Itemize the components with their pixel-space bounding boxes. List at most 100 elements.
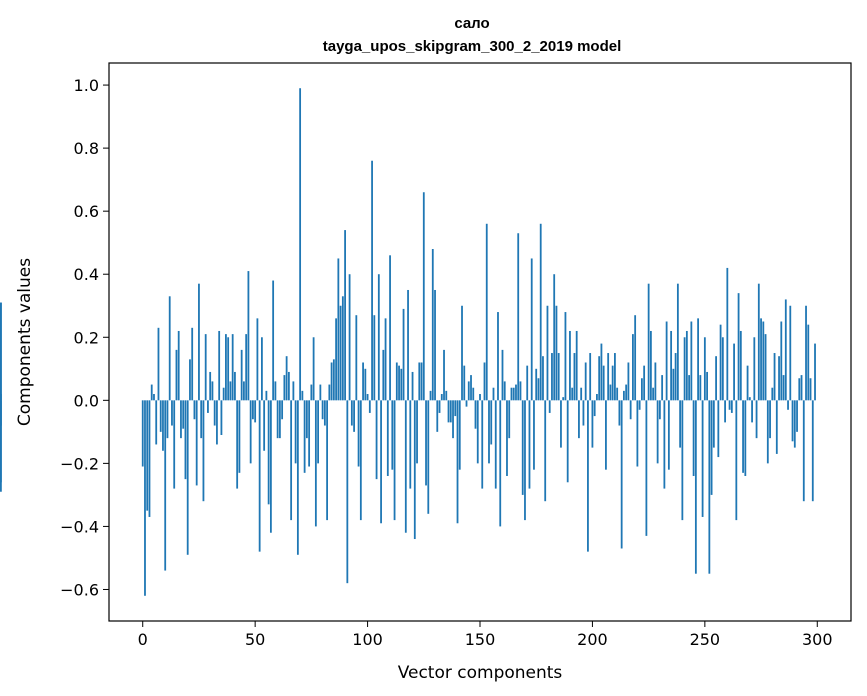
bar [744,400,747,476]
bar [353,400,355,432]
bar [425,400,427,486]
bar [213,400,216,426]
bar [422,192,425,401]
bar [456,400,459,524]
bar [488,400,490,464]
bar [335,318,337,401]
bar [409,400,412,489]
bar [703,337,706,401]
bar [209,371,212,401]
bar [809,378,812,401]
bar [551,353,553,401]
bar [674,353,677,401]
bar [267,400,270,505]
bar [548,400,551,413]
bar [240,349,243,401]
bar [715,356,717,401]
bar [159,400,162,432]
bar [515,384,517,401]
bar [773,353,776,401]
bar [501,349,504,401]
bar [186,400,189,555]
y-tick-label: 1.0 [74,76,99,95]
bar [791,400,794,442]
bar [533,400,535,470]
bar [418,362,421,401]
bar [238,400,241,473]
bar [807,324,810,401]
bar [755,400,758,439]
bar [454,400,457,417]
bar [746,365,749,401]
bar [760,318,762,401]
bar [584,362,587,401]
bar [429,390,432,401]
bar [560,400,562,448]
bar [485,223,488,401]
bar [321,400,324,420]
bar [596,394,598,401]
bar [346,400,349,584]
bar [593,400,596,417]
bar [620,400,623,549]
bar [726,267,729,401]
bar [778,356,780,401]
bar [252,400,254,420]
bar [654,362,657,401]
bar [775,400,778,454]
bar [305,400,308,439]
bar [222,387,225,401]
bar [733,343,735,401]
x-tick-label: 50 [245,630,265,649]
bar [218,330,221,401]
bar [400,368,403,401]
bar [229,381,232,401]
bar [697,318,699,401]
bar [724,400,726,423]
bar [366,394,369,401]
bar [663,400,666,489]
bar [447,400,450,423]
bar [386,400,389,476]
bar [539,223,542,401]
bar [618,400,621,426]
bar [278,400,281,439]
bar [787,400,789,410]
bar [440,394,443,401]
bar [328,384,331,401]
bar [661,375,664,401]
bar [377,274,380,401]
bar [717,400,720,458]
bar [544,400,547,502]
bar [265,390,268,401]
x-tick-label: 300 [802,630,833,649]
bar [481,400,484,489]
bar [0,400,2,426]
bar [314,400,317,527]
bar [605,400,607,470]
bar [458,400,461,470]
bar [634,315,637,401]
bar [303,400,306,473]
bar [348,274,351,401]
bar [798,378,801,401]
bar [301,390,304,401]
y-tick-label: −0.6 [60,580,99,599]
bar [742,400,744,473]
bar [557,353,560,401]
y-tick-label: −0.4 [60,517,99,536]
bar [373,315,376,401]
y-tick-label: −0.2 [60,454,99,473]
bar [202,400,205,502]
bar [330,362,333,401]
bar [643,365,646,401]
bar [344,230,346,401]
bar [701,400,704,517]
bar [189,359,191,401]
bar [148,400,151,517]
bar [517,233,520,401]
bar [287,371,290,401]
bar [764,334,767,401]
bar [420,362,423,401]
